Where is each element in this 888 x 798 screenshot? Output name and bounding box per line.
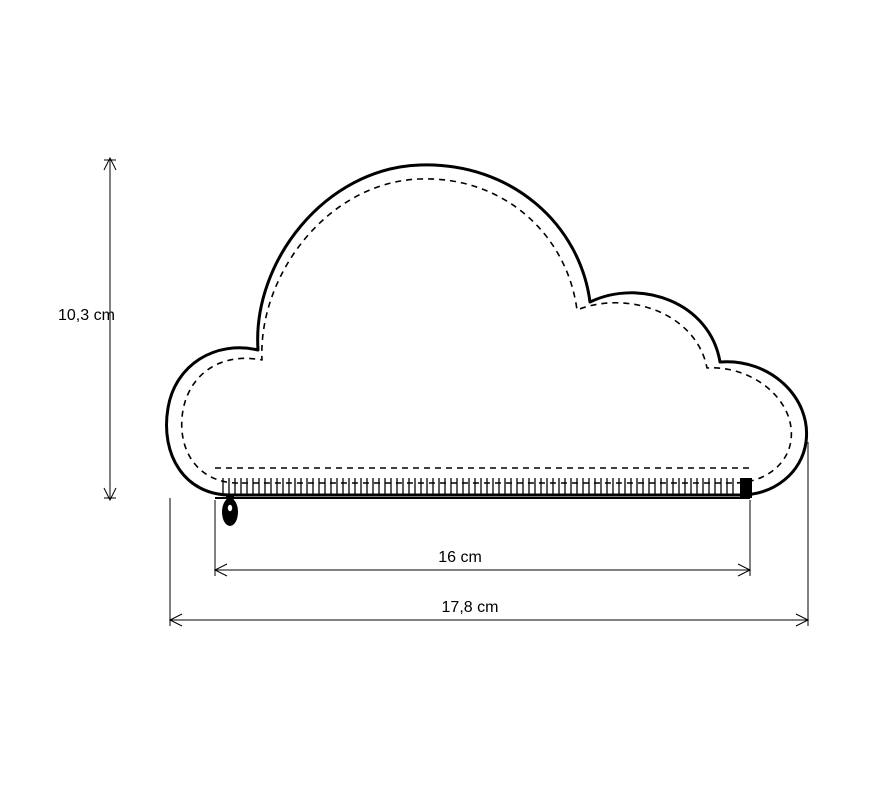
dim-zipper-label: 16 cm [438,549,482,566]
dimension-drawing: 10,3 cm 16 cm 17,8 cm [0,0,888,798]
dim-width-label: 17,8 cm [442,599,499,616]
dim-height-label: 10,3 cm [58,307,115,324]
dim-height [104,158,116,500]
cloud-outline [167,165,807,495]
zipper-endstop [740,478,752,498]
dim-zipper [215,500,750,576]
